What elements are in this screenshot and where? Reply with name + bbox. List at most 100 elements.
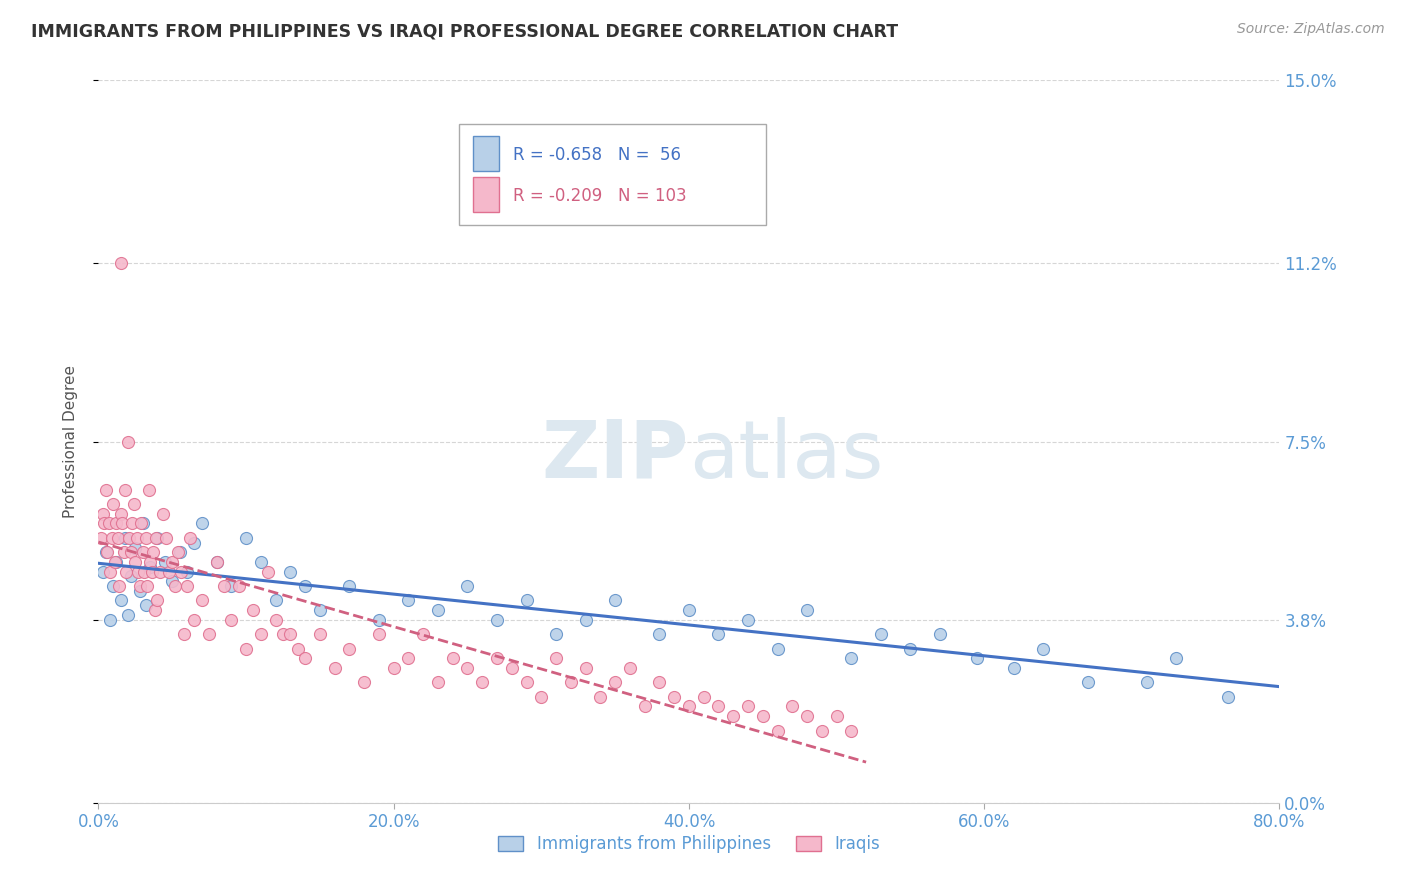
Point xyxy=(486,613,509,627)
Point xyxy=(221,579,243,593)
Point xyxy=(205,555,228,569)
Point xyxy=(486,651,509,665)
Text: R = -0.209   N = 103: R = -0.209 N = 103 xyxy=(513,187,686,205)
Point xyxy=(398,593,420,607)
Point xyxy=(146,593,169,607)
Point xyxy=(323,661,346,675)
Point xyxy=(138,483,160,497)
Point xyxy=(242,603,264,617)
Point xyxy=(104,555,127,569)
Point xyxy=(648,675,671,690)
Point xyxy=(105,555,128,569)
Point xyxy=(205,555,228,569)
Point xyxy=(191,593,214,607)
Point xyxy=(382,661,405,675)
Point xyxy=(1166,651,1188,665)
Point xyxy=(693,690,716,704)
Point xyxy=(152,507,174,521)
Point xyxy=(619,661,641,675)
Point xyxy=(120,545,142,559)
Point xyxy=(114,483,136,497)
Point xyxy=(91,507,114,521)
Point xyxy=(125,531,148,545)
Point xyxy=(173,627,195,641)
Point xyxy=(98,613,121,627)
Point xyxy=(103,497,125,511)
Point xyxy=(257,565,280,579)
Point xyxy=(129,516,152,531)
Point xyxy=(1032,641,1054,656)
Point xyxy=(427,675,450,690)
Point xyxy=(368,613,391,627)
Point xyxy=(516,593,538,607)
Point xyxy=(165,579,187,593)
Text: IMMIGRANTS FROM PHILIPPINES VS IRAQI PROFESSIONAL DEGREE CORRELATION CHART: IMMIGRANTS FROM PHILIPPINES VS IRAQI PRO… xyxy=(31,22,898,40)
Point xyxy=(108,579,131,593)
Point xyxy=(796,603,818,617)
Bar xyxy=(472,178,499,211)
Point xyxy=(124,555,146,569)
Point xyxy=(501,661,523,675)
Point xyxy=(264,593,287,607)
Point xyxy=(412,627,434,641)
Point xyxy=(678,699,700,714)
Bar xyxy=(472,136,499,170)
Point xyxy=(228,579,250,593)
Point xyxy=(648,627,671,641)
Point xyxy=(110,507,132,521)
Point xyxy=(250,627,273,641)
Point xyxy=(90,531,112,545)
Point xyxy=(309,603,332,617)
Point xyxy=(149,565,172,579)
Point xyxy=(183,535,205,549)
Point xyxy=(118,531,141,545)
Point xyxy=(796,709,818,723)
Point xyxy=(294,579,316,593)
Point xyxy=(841,651,863,665)
Point xyxy=(752,709,775,723)
Point xyxy=(198,627,221,641)
Point xyxy=(96,545,118,559)
Point xyxy=(900,641,922,656)
Point xyxy=(560,675,582,690)
Point xyxy=(132,545,155,559)
Point xyxy=(339,579,361,593)
Point xyxy=(966,651,988,665)
Point xyxy=(153,555,176,569)
Point xyxy=(162,574,183,589)
Point xyxy=(134,565,156,579)
Point xyxy=(723,709,745,723)
Point xyxy=(136,579,159,593)
Point xyxy=(530,690,553,704)
Point xyxy=(353,675,375,690)
Point xyxy=(457,579,479,593)
Point xyxy=(97,516,120,531)
Point xyxy=(132,516,155,531)
Text: ZIP: ZIP xyxy=(541,417,689,495)
Point xyxy=(162,555,183,569)
Point xyxy=(368,627,391,641)
Point xyxy=(94,545,117,559)
Point xyxy=(169,545,191,559)
Point xyxy=(546,627,568,641)
Point xyxy=(516,675,538,690)
Point xyxy=(117,434,139,449)
Point xyxy=(280,565,302,579)
Point xyxy=(110,256,132,270)
Point xyxy=(115,565,138,579)
Point xyxy=(235,641,257,656)
Point xyxy=(589,690,612,704)
Point xyxy=(782,699,804,714)
Point xyxy=(135,531,157,545)
Point xyxy=(605,675,627,690)
Point xyxy=(146,531,169,545)
Point xyxy=(124,541,146,555)
Point xyxy=(212,579,235,593)
Point xyxy=(737,699,759,714)
Point xyxy=(122,497,145,511)
Point xyxy=(120,569,142,583)
Point xyxy=(157,565,180,579)
Point xyxy=(575,661,598,675)
Y-axis label: Professional Degree: Professional Degree xyxy=(63,365,77,518)
Point xyxy=(142,545,165,559)
